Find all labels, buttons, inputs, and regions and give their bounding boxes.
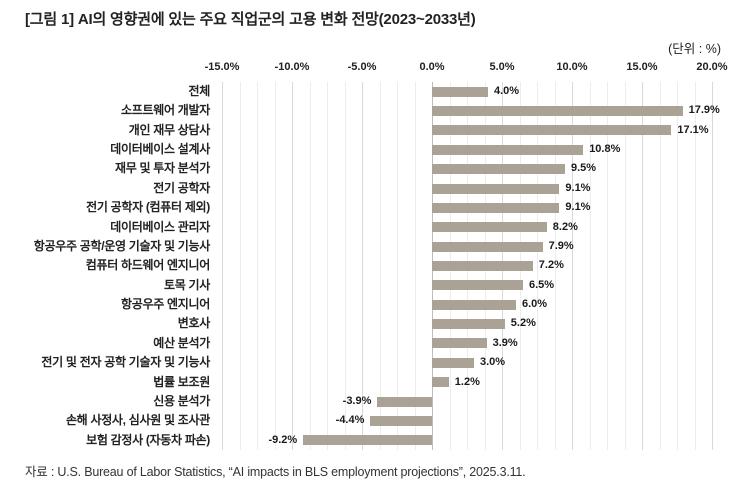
- value-label: 9.1%: [565, 181, 591, 194]
- bar: [432, 183, 560, 194]
- value-label: 1.2%: [454, 375, 480, 388]
- x-axis-tick-label: -15.0%: [204, 61, 240, 73]
- bar: [432, 164, 565, 175]
- value-label: 7.2%: [538, 259, 564, 272]
- value-label: 7.9%: [548, 239, 574, 252]
- bar: [432, 338, 487, 349]
- bar: [432, 202, 560, 213]
- bar: [432, 106, 683, 117]
- value-label: 5.2%: [510, 317, 536, 330]
- category-label: 항공우주 엔지니어: [121, 297, 210, 312]
- value-label: 6.0%: [522, 298, 548, 311]
- bar: [432, 241, 543, 252]
- value-label: -4.4%: [335, 414, 365, 427]
- category-label: 법률 보조원: [153, 374, 210, 389]
- x-axis-tick-label: 15.0%: [626, 61, 658, 73]
- bar: [432, 299, 516, 310]
- bar: [432, 377, 449, 388]
- value-label: -3.9%: [342, 394, 372, 407]
- bar: [432, 280, 523, 291]
- bar: [432, 222, 547, 233]
- gridline: [554, 82, 556, 450]
- gridline: [572, 82, 573, 450]
- value-label: 3.0%: [480, 356, 506, 369]
- gridline: [257, 82, 258, 450]
- x-axis-tick-label: 20.0%: [696, 61, 728, 73]
- gridline: [607, 82, 608, 450]
- x-axis-tick-label: -5.0%: [347, 61, 377, 73]
- category-label: 신용 분석가: [153, 393, 210, 408]
- category-label: 항공우주 공학/운영 기술자 및 기능사: [33, 238, 211, 253]
- x-axis-tick-label: -10.0%: [274, 61, 310, 73]
- x-axis-tick-label: 5.0%: [489, 61, 515, 73]
- figure-title: [그림 1] AI의 영향권에 있는 주요 직업군의 고용 변화 전망(2023…: [25, 11, 476, 28]
- category-label: 컴퓨터 하드웨어 엔지니어: [85, 258, 211, 273]
- x-axis-tick-label: 10.0%: [556, 61, 588, 73]
- unit-label: (단위 : %): [668, 42, 721, 56]
- bar: [370, 415, 432, 426]
- gridline: [379, 82, 381, 450]
- gridline: [537, 82, 538, 450]
- bar: [432, 125, 672, 136]
- value-label: -9.2%: [268, 433, 298, 446]
- gridline: [344, 82, 346, 450]
- gridline: [642, 82, 643, 450]
- category-label: 재무 및 투자 분석가: [114, 161, 210, 176]
- value-label: 10.8%: [589, 143, 621, 156]
- gridline: [712, 82, 713, 450]
- gridline: [327, 82, 328, 450]
- value-label: 4.0%: [494, 85, 520, 97]
- category-label: 손해 사정사, 심사원 및 조사관: [65, 413, 210, 428]
- category-label: 개인 재무 상담사: [128, 122, 211, 137]
- bar: [303, 435, 432, 446]
- category-label: 보험 감정사 (자동차 파손): [86, 432, 210, 447]
- bar: [432, 357, 474, 368]
- category-label: 전기 및 전자 공학 기술자 및 기능사: [41, 355, 210, 370]
- gridline: [274, 82, 276, 450]
- value-label: 3.9%: [492, 336, 518, 349]
- gridline: [222, 82, 223, 450]
- gridline: [659, 82, 661, 450]
- category-label: 데이터베이스 관리자: [110, 219, 210, 234]
- gridline: [362, 82, 363, 450]
- x-axis-tick-label: 0.0%: [419, 61, 445, 73]
- category-label: 전체: [188, 84, 211, 98]
- value-label: 8.2%: [552, 220, 578, 233]
- category-label: 소프트웨어 개발자: [121, 103, 210, 118]
- gridline: [694, 82, 696, 450]
- gridline: [624, 82, 626, 450]
- gridline: [397, 82, 398, 450]
- gridline: [309, 82, 311, 450]
- bar: [432, 144, 584, 155]
- gridline: [292, 82, 293, 450]
- bar: [432, 319, 505, 330]
- bar: [432, 86, 488, 97]
- value-label: 9.1%: [565, 201, 591, 214]
- value-label: 9.5%: [571, 162, 597, 175]
- gridline: [589, 82, 591, 450]
- category-label: 예산 분석가: [153, 335, 210, 350]
- gridline: [677, 82, 678, 450]
- bar: [432, 261, 533, 271]
- category-label: 데이터베이스 설계사: [110, 142, 210, 157]
- category-label: 전기 공학자 (컴퓨터 제외): [86, 200, 210, 215]
- gridline: [414, 82, 416, 450]
- category-label: 변호사: [177, 316, 211, 331]
- bar: [377, 396, 432, 407]
- value-label: 6.5%: [529, 278, 555, 291]
- source-note: 자료 : U.S. Bureau of Labor Statistics, “A…: [25, 465, 526, 479]
- category-label: 토목 기사: [164, 277, 210, 292]
- value-label: 17.1%: [677, 123, 709, 136]
- value-label: 17.9%: [688, 104, 720, 117]
- gridline: [239, 82, 241, 450]
- category-label: 전기 공학자: [153, 180, 210, 195]
